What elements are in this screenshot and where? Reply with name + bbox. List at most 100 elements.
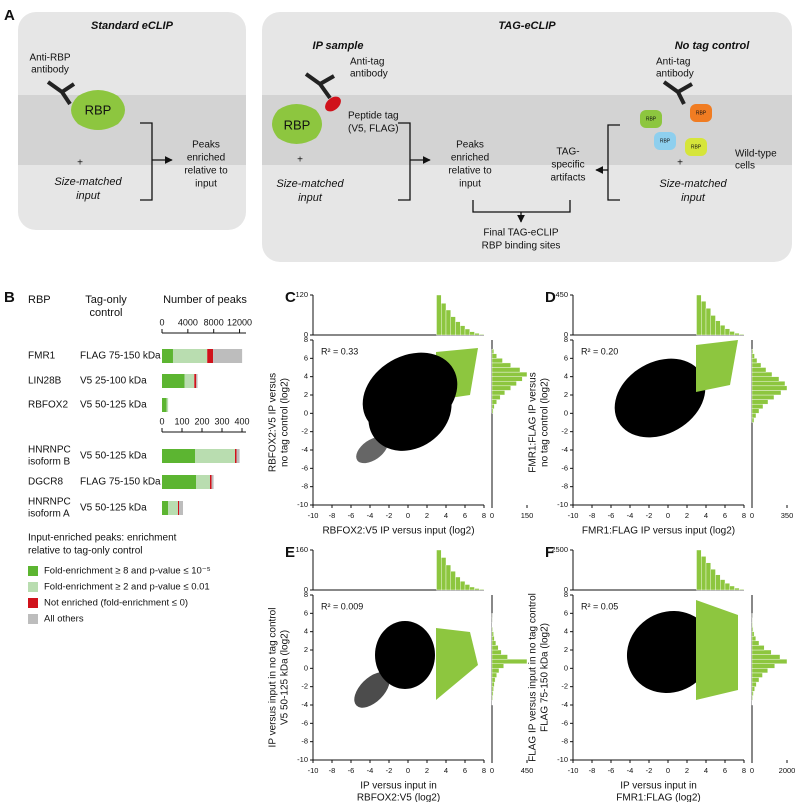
label: RBP binding sites — [482, 241, 561, 252]
label: Anti-tag — [350, 57, 384, 68]
tick-label: -10 — [568, 511, 579, 520]
histogram-bar — [751, 358, 758, 364]
tick-label: 350 — [781, 511, 794, 520]
tick-label: 0 — [406, 511, 410, 520]
histogram-bar — [751, 677, 760, 683]
tick-label: 0 — [666, 511, 670, 520]
label: enriched — [451, 153, 489, 164]
histogram-bar — [751, 385, 788, 391]
panel-label: C — [285, 289, 296, 306]
tick-label: 4 — [564, 627, 568, 636]
tick-label: 8 — [564, 590, 568, 599]
header: Number of peaks — [163, 294, 247, 306]
legend-swatch — [28, 614, 38, 624]
label: enriched — [187, 153, 225, 164]
row-label: HNRNPC — [28, 497, 71, 508]
histogram-bar — [751, 631, 755, 637]
tick-label: 4 — [304, 627, 308, 636]
tick-label: 4 — [704, 511, 708, 520]
histogram-bar — [474, 588, 480, 591]
bar-segment — [162, 349, 173, 363]
title: TAG-eCLIP — [498, 20, 556, 32]
tick-label: 0 — [750, 511, 754, 520]
histogram-bar — [720, 325, 726, 336]
histogram-bar — [491, 681, 495, 687]
histogram-bar — [696, 294, 702, 336]
histogram-bar — [491, 695, 493, 701]
tick-label: 6 — [463, 766, 467, 775]
histogram-bar — [491, 381, 517, 387]
tick-label: 8 — [304, 590, 308, 599]
subtitle: No tag control — [675, 40, 750, 52]
tick-label: 4 — [444, 511, 448, 520]
tick-label: 2 — [564, 645, 568, 654]
panel-label: E — [285, 544, 295, 561]
histogram-bar — [491, 691, 494, 697]
legend-label: Not enriched (fold-enrichment ≤ 0) — [44, 598, 188, 609]
histogram-bar — [450, 316, 456, 336]
tick-label: -4 — [301, 445, 308, 454]
histogram-bar — [751, 649, 772, 655]
histogram-bar — [724, 583, 730, 591]
tick-label: 4 — [444, 766, 448, 775]
label: RBP — [284, 117, 311, 132]
bar-segment — [162, 398, 167, 412]
histogram-bar — [491, 658, 528, 664]
x-axis-label: RBFOX2:V5 IP versus input (log2) — [322, 526, 474, 537]
tick-label: 2 — [425, 511, 429, 520]
tick-label: -10 — [297, 500, 308, 509]
tick-label: -6 — [301, 718, 308, 727]
bar-segment — [196, 374, 198, 388]
label: Anti-tag — [656, 57, 690, 68]
tick-label: 2500 — [551, 545, 568, 554]
label: Peaks — [192, 140, 220, 151]
histogram-bar — [751, 353, 755, 359]
bar-segment — [162, 475, 196, 489]
band — [18, 95, 246, 165]
row-label: LIN28B — [28, 376, 62, 387]
tick-label: 0 — [564, 585, 568, 594]
rbp-shape — [685, 138, 707, 156]
panel-label: A — [4, 7, 15, 24]
y-axis-label: FLAG IP versus input in no tag control — [528, 593, 539, 762]
x-axis-label: FMR1:FLAG IP versus input (log2) — [582, 526, 735, 537]
histogram-bar — [464, 328, 470, 336]
tick-label: 0 — [304, 408, 308, 417]
histogram-bar — [751, 658, 788, 664]
label: RBP — [660, 138, 671, 144]
histogram-bar — [491, 626, 493, 632]
histogram-bar — [720, 579, 726, 591]
tick-label: -6 — [561, 463, 568, 472]
histogram-bar — [751, 362, 762, 368]
histogram-bar — [491, 408, 494, 414]
histogram-bar — [751, 376, 780, 382]
rbp-shape — [71, 90, 125, 130]
legend-label: Fold-enrichment ≥ 8 and p-value ≤ 10⁻⁵ — [44, 566, 211, 577]
histogram-bar — [491, 636, 495, 642]
label: input — [195, 179, 217, 190]
histogram-bar — [729, 331, 735, 336]
tick-label: -6 — [301, 463, 308, 472]
label: input — [459, 179, 481, 190]
tick-label: 0 — [490, 511, 494, 520]
histogram-bar — [715, 320, 721, 336]
label: input — [681, 192, 706, 204]
tick-label: -6 — [348, 511, 355, 520]
label: + — [297, 155, 303, 166]
bar-segment — [168, 501, 178, 515]
histogram-bar — [751, 403, 764, 409]
legend-swatch — [28, 582, 38, 592]
tick-label: -2 — [301, 682, 308, 691]
tick-label: 8 — [742, 511, 746, 520]
tick-label: -2 — [646, 766, 653, 775]
histogram-bar — [739, 589, 745, 591]
y-axis-label: no tag control (log2) — [540, 378, 551, 467]
rbp-shape — [690, 104, 712, 122]
row-control: FLAG 75-150 kDa — [80, 351, 161, 362]
histogram-bar — [751, 640, 760, 646]
bracket — [140, 122, 153, 201]
tick-label: -2 — [561, 682, 568, 691]
label: Size-matched — [54, 176, 122, 188]
histogram-bar — [491, 645, 499, 651]
label: cells — [735, 161, 755, 172]
